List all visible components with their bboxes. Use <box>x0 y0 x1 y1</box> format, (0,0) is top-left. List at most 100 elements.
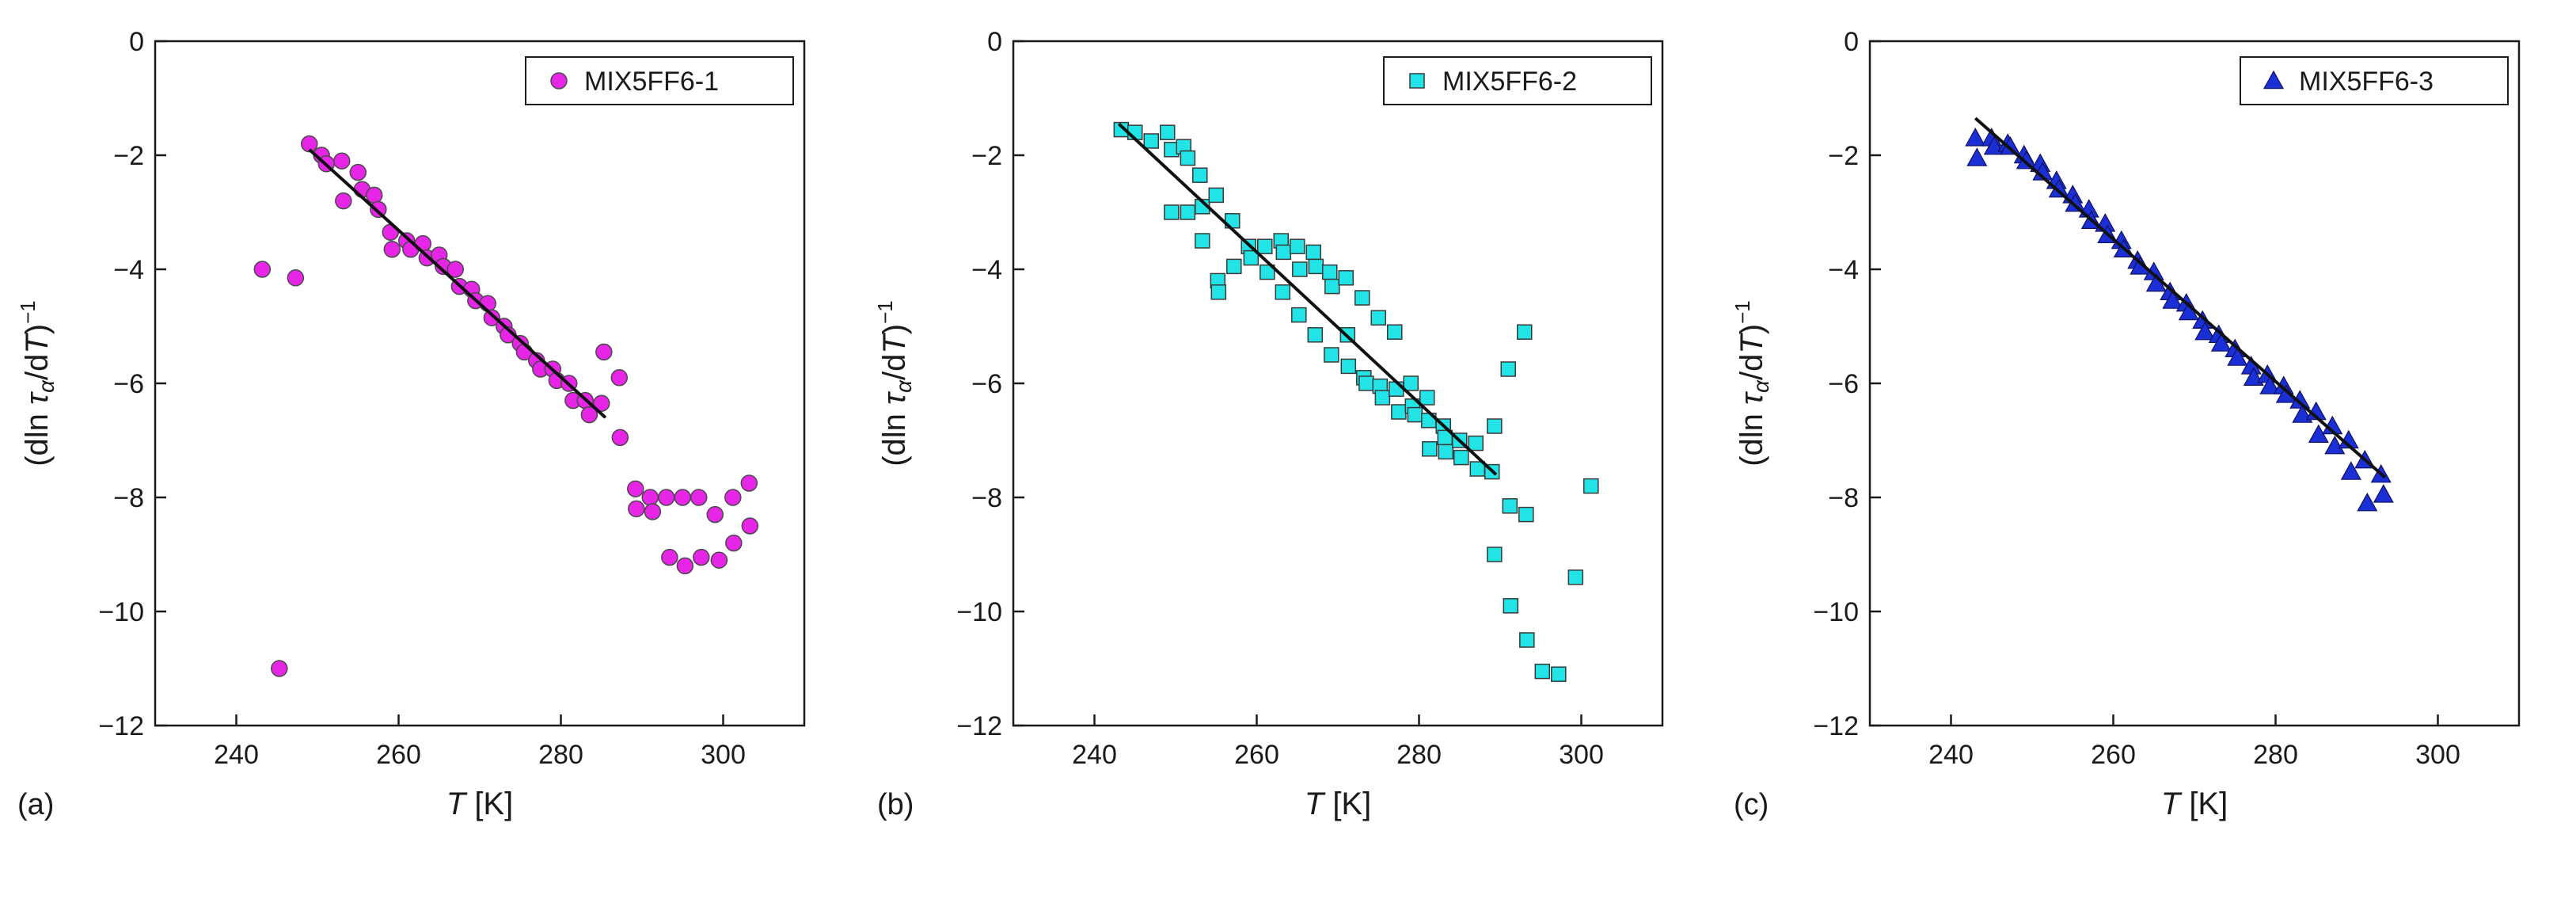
x-tick-label: 280 <box>1396 740 1442 770</box>
data-point <box>724 489 742 506</box>
data-point <box>1503 598 1519 614</box>
data-point <box>1438 444 1454 460</box>
data-point <box>1389 381 1404 397</box>
data-point <box>1567 569 1584 585</box>
data-point <box>1257 238 1273 254</box>
panel-label: (c) <box>1734 788 1769 821</box>
data-point <box>1419 390 1435 406</box>
data-point <box>2340 461 2361 480</box>
data-point <box>725 534 743 552</box>
y-tick-label: −6 <box>971 369 1002 399</box>
data-point <box>1275 284 1291 300</box>
data-point <box>674 489 691 506</box>
plot-frame <box>1012 40 1664 727</box>
legend-box <box>525 56 794 105</box>
legend-marker <box>550 72 568 90</box>
y-tick-label: −2 <box>971 141 1002 171</box>
y-tick-label: −2 <box>113 141 144 171</box>
data-point <box>658 489 675 506</box>
data-point <box>1551 666 1567 682</box>
legend: MIX5FF6-2 <box>1383 56 1652 105</box>
legend-label: MIX5FF6-1 <box>584 67 719 97</box>
data-point <box>1260 264 1275 280</box>
y-tick-label: 0 <box>129 27 144 57</box>
panel-c: 0 −2 −4 −6 −8 −10 −12 240 260 280 300 T [K] (dln τα/… <box>1731 27 2521 821</box>
data-point <box>1290 238 1305 254</box>
data-point <box>1487 547 1503 562</box>
data-point <box>1164 204 1180 220</box>
data-point <box>1324 347 1339 363</box>
data-point <box>661 548 678 566</box>
data-point <box>1180 150 1196 166</box>
x-tick-label: 260 <box>376 740 421 770</box>
data-point <box>2210 333 2232 352</box>
x-tick-label: 300 <box>2415 740 2460 770</box>
data-point <box>628 500 645 518</box>
y-axis-title: (dln τα/dT)−1 <box>1731 300 1773 467</box>
data-point <box>2162 290 2183 309</box>
data-point <box>1583 478 1599 494</box>
fit-line <box>308 148 607 419</box>
y-tick-label: −8 <box>113 483 144 513</box>
y-tick-label: 0 <box>987 27 1002 57</box>
data-point <box>1374 390 1391 406</box>
data-point <box>1324 278 1340 295</box>
data-point <box>2324 435 2346 455</box>
data-point <box>446 261 464 278</box>
data-point <box>1322 264 1338 280</box>
y-tick-label: −6 <box>113 369 144 399</box>
y-tick-label: −4 <box>113 255 144 285</box>
data-point <box>1534 663 1551 680</box>
x-tick-label: 260 <box>1234 740 1279 770</box>
data-point <box>611 429 629 447</box>
x-tick-label: 260 <box>2091 740 2136 770</box>
y-tick-label: −8 <box>971 483 1002 513</box>
data-point <box>1519 632 1535 648</box>
data-point <box>693 548 710 566</box>
y-tick-label: −12 <box>1813 711 1859 741</box>
data-point <box>383 241 401 258</box>
data-point <box>1192 167 1208 183</box>
y-tick-label: −4 <box>1828 255 1859 285</box>
y-axis-title: (dln τα/dT)−1 <box>873 300 916 467</box>
y-axis-title: (dln τα/dT)−1 <box>16 300 59 467</box>
fit-line <box>1974 116 2387 479</box>
data-point <box>1307 327 1324 343</box>
y-tick-label: −10 <box>956 597 1002 627</box>
data-point <box>1407 406 1423 423</box>
data-point <box>1517 324 1533 340</box>
data-point <box>370 200 387 219</box>
legend-box <box>1383 56 1652 105</box>
data-point <box>706 505 724 524</box>
data-point <box>1195 233 1210 249</box>
data-point <box>1292 261 1308 277</box>
x-tick-label: 300 <box>701 740 746 770</box>
data-point <box>595 343 613 361</box>
data-point <box>627 480 644 497</box>
data-point <box>1966 147 1988 166</box>
data-point <box>1422 441 1438 457</box>
data-point <box>349 163 367 181</box>
data-point <box>366 186 383 204</box>
y-tick-label: −12 <box>98 711 144 741</box>
x-tick-label: 240 <box>1928 740 1974 770</box>
data-point <box>2194 321 2216 341</box>
y-tick-label: −8 <box>1828 483 1859 513</box>
legend-box <box>2240 56 2509 105</box>
data-point <box>1180 204 1196 220</box>
panel-b: 0 −2 −4 −6 −8 −10 −12 240 260 280 300 T [K] (dln τα/… <box>873 27 1664 821</box>
data-point <box>710 551 728 569</box>
legend: MIX5FF6-1 <box>525 56 794 105</box>
data-point <box>1500 361 1516 377</box>
data-point <box>610 369 629 387</box>
data-point <box>1965 128 1986 147</box>
data-point <box>2357 492 2378 512</box>
data-point <box>593 394 610 412</box>
data-point <box>1291 307 1307 323</box>
data-point <box>1487 418 1503 434</box>
panel-label: (b) <box>877 788 914 821</box>
y-tick-label: −6 <box>1828 369 1859 399</box>
y-tick-label: 0 <box>1844 27 1859 57</box>
data-point <box>1226 258 1242 275</box>
